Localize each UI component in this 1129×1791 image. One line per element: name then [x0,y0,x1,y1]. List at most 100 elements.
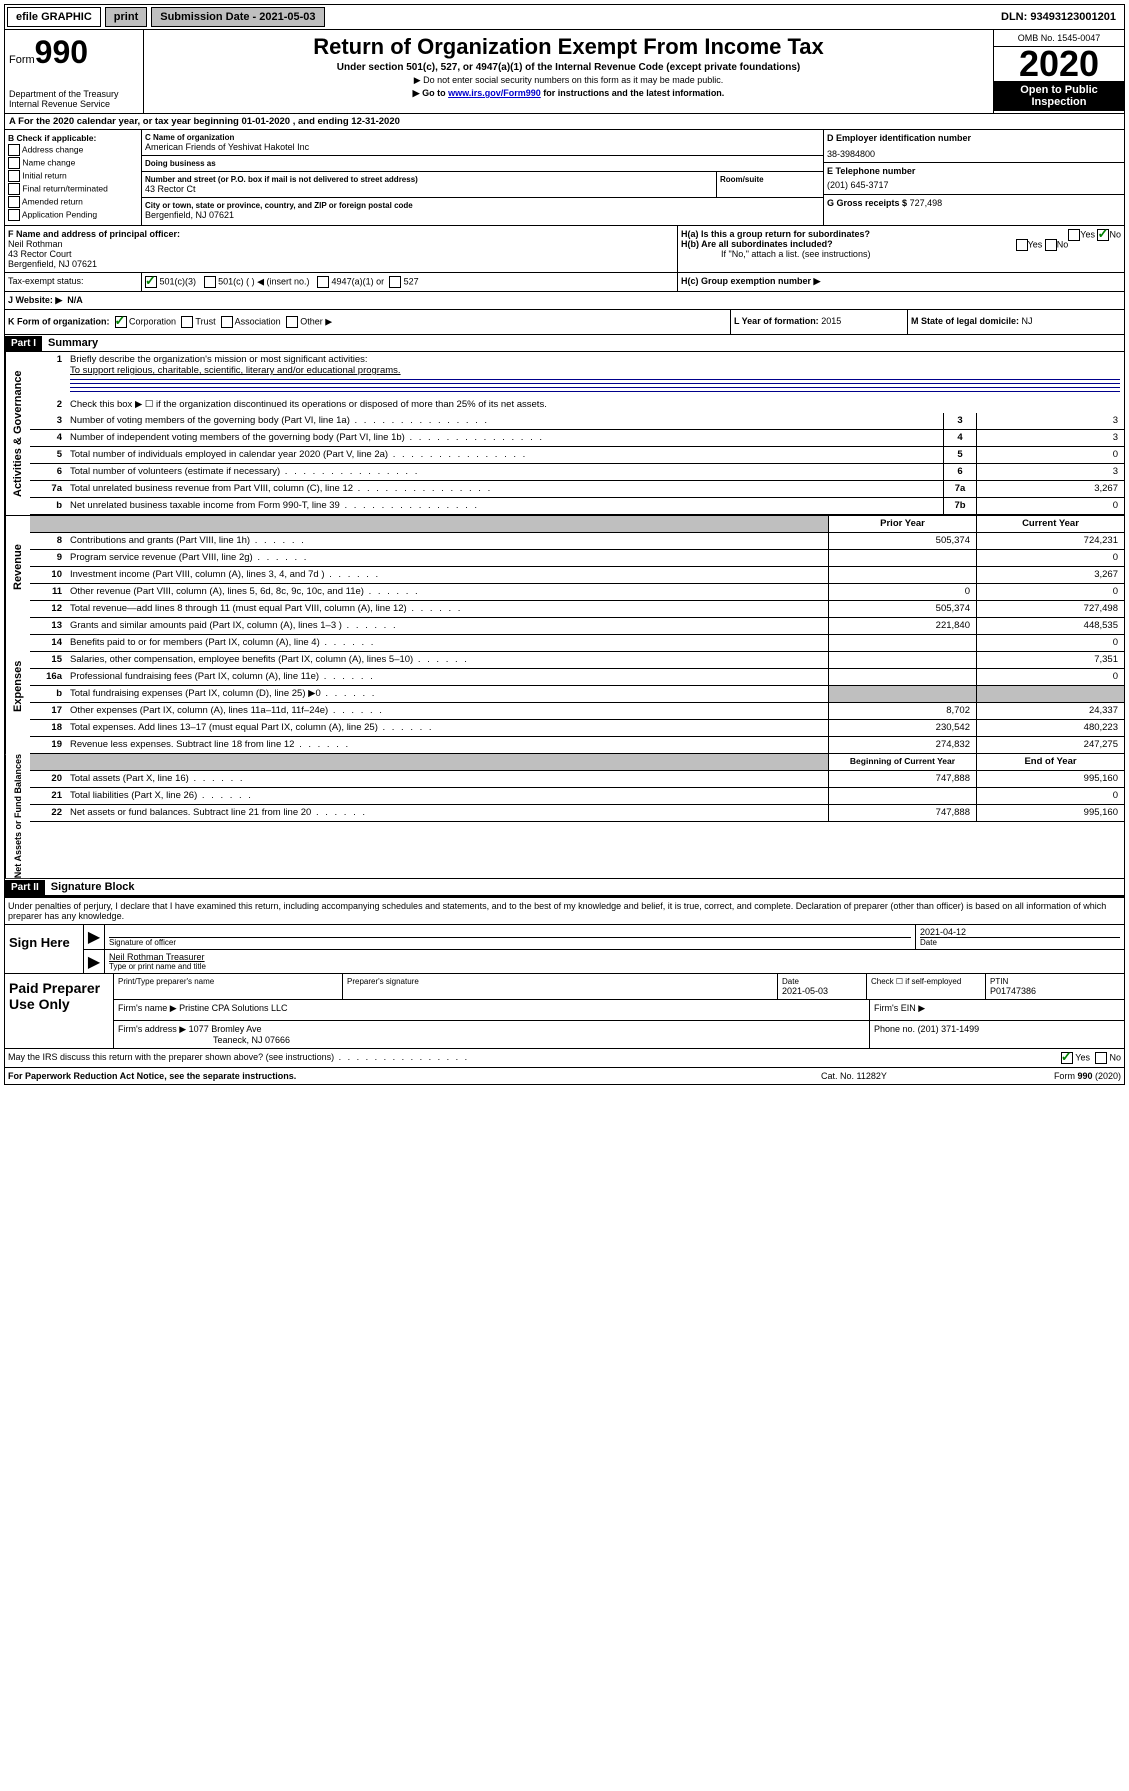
row-num: 4 [30,430,66,446]
part1-label: Part I [5,336,42,351]
efile-button[interactable]: efile GRAPHIC [7,7,101,27]
row-num: 10 [30,567,66,583]
table-row: 6 Total number of volunteers (estimate i… [30,464,1124,481]
ha-no-checkbox[interactable] [1097,229,1109,241]
initial-return-checkbox[interactable] [8,170,20,182]
501c3-checkbox[interactable] [145,276,157,288]
row-num: 22 [30,805,66,821]
trust-checkbox[interactable] [181,316,193,328]
row-desc: Total liabilities (Part X, line 26) [66,788,828,804]
form-subtitle: Under section 501(c), 527, or 4947(a)(1)… [148,62,989,73]
firm-phone: (201) 371-1499 [918,1024,980,1034]
table-row: 9 Program service revenue (Part VIII, li… [30,550,1124,567]
row-num: 3 [30,413,66,429]
hb-no-checkbox[interactable] [1045,239,1057,251]
row-desc: Total unrelated business revenue from Pa… [66,481,943,497]
box-b: B Check if applicable: Address change Na… [5,130,142,225]
l-label: L Year of formation: [734,316,819,326]
row-num: 11 [30,584,66,600]
amended-checkbox[interactable] [8,196,20,208]
irs-link[interactable]: www.irs.gov/Form990 [448,88,541,98]
corp-checkbox[interactable] [115,316,127,328]
rev-side-label: Revenue [5,516,30,618]
table-row: 4 Number of independent voting members o… [30,430,1124,447]
row-num: 20 [30,771,66,787]
row-val: 0 [976,447,1124,463]
website-value: N/A [67,295,83,305]
other-checkbox[interactable] [286,316,298,328]
period-row: A For the 2020 calendar year, or tax yea… [4,114,1125,130]
row-desc: Other expenses (Part IX, column (A), lin… [66,703,828,719]
firm-ein-label: Firm's EIN ▶ [874,1003,925,1013]
netassets-section: Net Assets or Fund Balances Beginning of… [4,754,1125,879]
firm-addr1: 1077 Bromley Ave [189,1024,262,1034]
sig-date-label: Date [920,937,1120,947]
hb-yes-checkbox[interactable] [1016,239,1028,251]
q1-answer: To support religious, charitable, scient… [70,365,401,376]
note2-pre: ▶ Go to [413,88,448,98]
form-title: Return of Organization Exempt From Incom… [148,34,989,60]
row-curr: 724,231 [976,533,1124,549]
row-curr [976,686,1124,702]
ha-yes-checkbox[interactable] [1068,229,1080,241]
501c-checkbox[interactable] [204,276,216,288]
527-checkbox[interactable] [389,276,401,288]
room-label: Room/suite [720,175,820,184]
footer-left: For Paperwork Reduction Act Notice, see … [8,1071,821,1081]
row-desc: Number of independent voting members of … [66,430,943,446]
form-number: 990 [35,34,88,70]
submission-button[interactable]: Submission Date - 2021-05-03 [151,7,324,27]
row-box: 6 [943,464,976,480]
row-prior: 230,542 [828,720,976,736]
row-curr: 247,275 [976,737,1124,753]
4947-checkbox[interactable] [317,276,329,288]
row-curr: 3,267 [976,567,1124,583]
ptin-value: P01747386 [990,986,1120,996]
dln-label: DLN: 93493123001201 [995,9,1122,25]
dept-label: Department of the Treasury [9,89,139,99]
row-num: 6 [30,464,66,480]
app-pending-checkbox[interactable] [8,209,20,221]
row-num: 14 [30,635,66,651]
addr-change-checkbox[interactable] [8,144,20,156]
officer-addr2: Bergenfield, NJ 07621 [8,259,674,269]
row-box: 7a [943,481,976,497]
expenses-section: Expenses 13 Grants and similar amounts p… [4,618,1125,754]
row-curr: 727,498 [976,601,1124,617]
declare-text: Under penalties of perjury, I declare th… [5,898,1124,924]
officer-addr1: 43 Rector Court [8,249,674,259]
row-box: 5 [943,447,976,463]
table-row: 21 Total liabilities (Part X, line 26) 0 [30,788,1124,805]
final-return-checkbox[interactable] [8,183,20,195]
gross-label: G Gross receipts $ [827,198,907,208]
ptin-label: PTIN [990,977,1120,986]
self-emp-label: Check ☐ if self-employed [867,974,986,999]
row-desc: Net assets or fund balances. Subtract li… [66,805,828,821]
net-side-label: Net Assets or Fund Balances [5,754,30,878]
print-button[interactable]: print [105,7,147,27]
row-desc: Net unrelated business taxable income fr… [66,498,943,514]
table-row: 7a Total unrelated business revenue from… [30,481,1124,498]
current-year-header: Current Year [976,516,1124,532]
row-desc: Total revenue—add lines 8 through 11 (mu… [66,601,828,617]
4947-label: 4947(a)(1) or [332,276,385,286]
discuss-yes-checkbox[interactable] [1061,1052,1073,1064]
assoc-checkbox[interactable] [221,316,233,328]
ha-label: H(a) Is this a group return for subordin… [681,229,870,239]
addr-label: Number and street (or P.O. box if mail i… [145,175,713,184]
website-label: J Website: ▶ [8,295,62,305]
501c3-label: 501(c)(3) [160,276,197,286]
gross-value: 727,498 [910,198,943,208]
city-value: Bergenfield, NJ 07621 [145,210,820,220]
ha-no-label: No [1109,229,1121,239]
name-change-checkbox[interactable] [8,157,20,169]
tax-status-label: Tax-exempt status: [5,273,142,291]
trust-label: Trust [195,316,215,326]
table-row: 15 Salaries, other compensation, employe… [30,652,1124,669]
row-num: 18 [30,720,66,736]
row-num: 5 [30,447,66,463]
row-curr: 0 [976,669,1124,685]
discuss-no-checkbox[interactable] [1095,1052,1107,1064]
501c-label: 501(c) ( ) ◀ (insert no.) [218,276,309,286]
signature-block: Under penalties of perjury, I declare th… [4,896,1125,1068]
